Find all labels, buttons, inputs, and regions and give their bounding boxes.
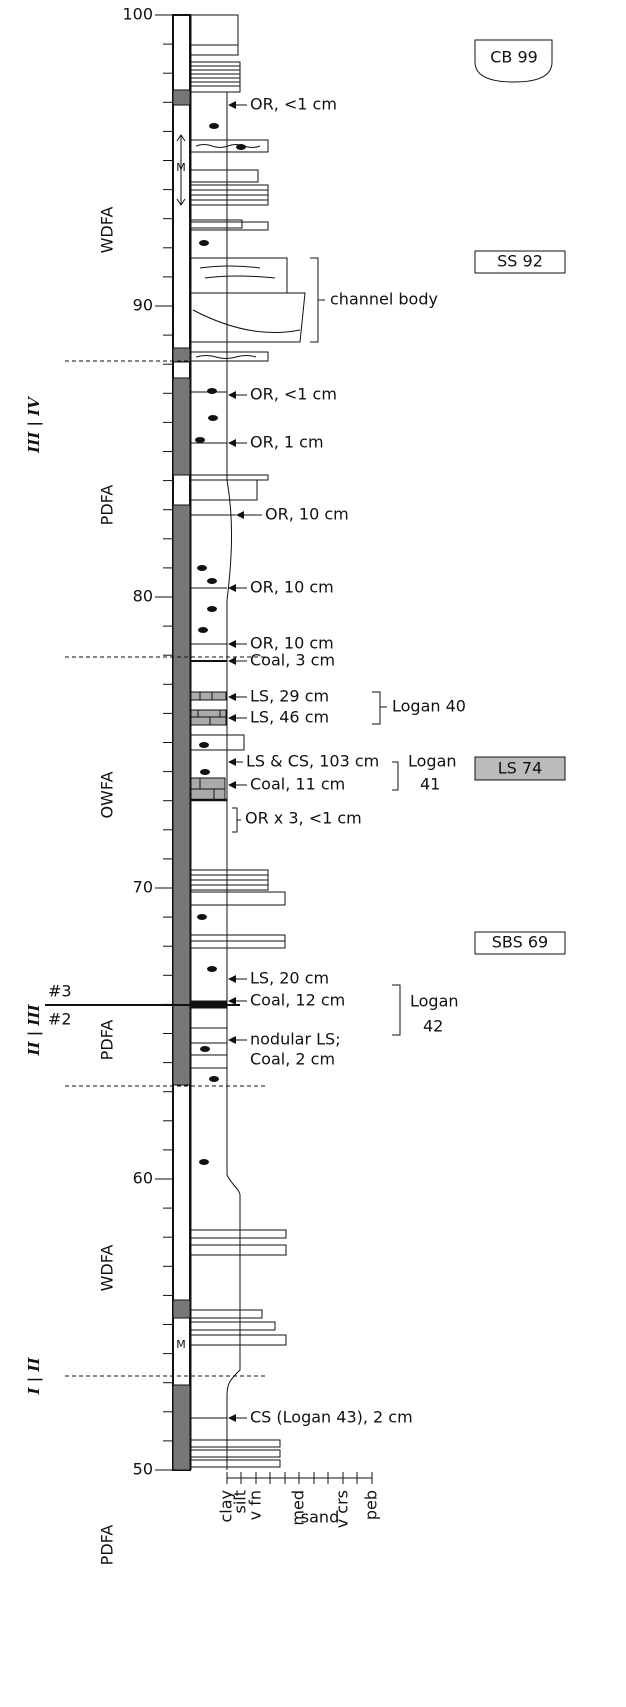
grain-size-label: med: [289, 1490, 308, 1526]
arrow-head: [228, 997, 236, 1005]
annotation: OR, <1 cm: [250, 385, 337, 404]
arrow-head: [228, 584, 236, 592]
annotation: Coal, 11 cm: [250, 775, 345, 794]
grain-size-label: silt: [231, 1490, 250, 1514]
grain-size-label: v fn: [246, 1490, 265, 1520]
annotation: OR, 10 cm: [250, 634, 334, 653]
annotation: OR x 3, <1 cm: [245, 809, 362, 828]
depth-label: 70: [133, 878, 153, 897]
annotation: LS & CS, 103 cm: [246, 752, 379, 771]
bracket-label: Logan: [408, 752, 457, 771]
annotation: LS, 29 cm: [250, 687, 329, 706]
arrow-head: [228, 391, 236, 399]
bracket-label: 42: [423, 1017, 443, 1036]
annotation: LS, 20 cm: [250, 969, 329, 988]
facies-label: PDFA: [98, 1020, 117, 1061]
facies-label: WDFA: [98, 207, 117, 254]
annotation: OR, 10 cm: [250, 578, 334, 597]
depth-label: 100: [122, 5, 153, 24]
arrow-head: [236, 511, 244, 519]
facies-label: PDFA: [98, 485, 117, 526]
annotation: channel body: [330, 290, 438, 309]
grain-size-label: v crs: [333, 1490, 352, 1528]
depth-label: 80: [133, 587, 153, 606]
box-label: SBS 69: [492, 933, 548, 952]
annotation: OR, 10 cm: [265, 505, 349, 524]
annotation: CS (Logan 43), 2 cm: [250, 1408, 413, 1427]
annotation: Coal, 2 cm: [250, 1050, 335, 1069]
grain-size-label: peb: [362, 1490, 381, 1520]
surface-label: #2: [48, 1010, 72, 1029]
depth-label: 60: [133, 1169, 153, 1188]
arrow-head: [228, 640, 236, 648]
sequence-boundary: I | II: [25, 1357, 43, 1396]
arrow-head: [228, 693, 236, 701]
annotation: Coal, 12 cm: [250, 991, 345, 1010]
depth-label: 90: [133, 296, 153, 315]
arrow-head: [228, 714, 236, 722]
annotation: LS, 46 cm: [250, 708, 329, 727]
annotation: OR, <1 cm: [250, 95, 337, 114]
box-label: CB 99: [490, 48, 538, 67]
arrow-head: [228, 1414, 236, 1422]
facies-label: PDFA: [98, 1525, 117, 1566]
arrow-head: [228, 758, 236, 766]
marker: M: [176, 1338, 186, 1351]
column-drawing: [45, 14, 566, 1484]
facies-label: OWFA: [98, 771, 117, 818]
annotation: Coal, 3 cm: [250, 651, 335, 670]
arrow-head: [228, 781, 236, 789]
sequence-boundary: II | III: [25, 1004, 43, 1057]
bracket-label: 41: [420, 775, 440, 794]
bracket-label: Logan: [410, 992, 459, 1011]
arrow-head: [228, 101, 236, 109]
surface-label: #3: [48, 982, 72, 1001]
arrow-head: [228, 439, 236, 447]
grain-size-label: sand: [301, 1508, 339, 1527]
facies-label: WDFA: [98, 1245, 117, 1292]
marker: M: [176, 161, 186, 174]
arrow-head: [228, 657, 236, 665]
arrow-head: [228, 975, 236, 983]
box-label: SS 92: [497, 252, 543, 271]
annotation: OR, 1 cm: [250, 433, 324, 452]
sequence-boundary: III | IV: [25, 396, 43, 454]
grain-size-label: clay: [217, 1490, 236, 1523]
depth-label: 50: [133, 1460, 153, 1479]
annotation: nodular LS;: [250, 1030, 341, 1049]
box-label: LS 74: [498, 759, 543, 778]
arrow-head: [228, 1036, 236, 1044]
bracket-label: Logan 40: [392, 697, 466, 716]
